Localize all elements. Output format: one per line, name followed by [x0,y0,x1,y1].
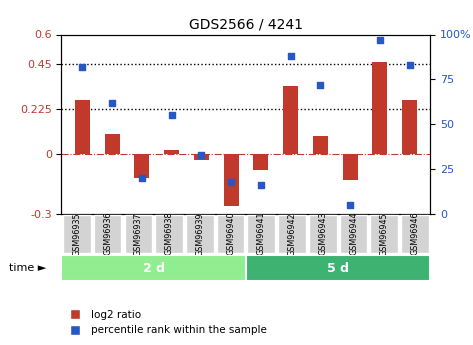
Bar [372,62,387,154]
Text: GSM96938: GSM96938 [165,212,174,256]
Text: GSM96937: GSM96937 [134,212,143,256]
Point [138,175,146,181]
Text: 5 d: 5 d [327,262,349,275]
Text: GSM96945: GSM96945 [380,212,389,256]
Point [376,37,384,43]
Text: GSM96943: GSM96943 [318,212,327,256]
FancyBboxPatch shape [246,255,430,281]
Bar [224,154,238,206]
Point [198,152,205,157]
Point [108,100,116,106]
Point [316,82,324,88]
Title: GDS2566 / 4241: GDS2566 / 4241 [189,18,303,32]
Bar [342,154,358,180]
Point [168,112,175,118]
Bar [402,100,417,154]
FancyBboxPatch shape [217,215,245,253]
Point [79,64,86,70]
Bar [164,150,179,154]
FancyBboxPatch shape [247,215,275,253]
Point [287,53,294,59]
Text: GSM96936: GSM96936 [103,212,112,256]
Point [257,183,264,188]
Text: time ►: time ► [9,264,47,273]
Bar [254,154,268,170]
Bar [134,154,149,178]
FancyBboxPatch shape [63,215,91,253]
FancyBboxPatch shape [278,215,306,253]
FancyBboxPatch shape [309,215,337,253]
Text: GSM96940: GSM96940 [226,212,235,256]
Text: GSM96935: GSM96935 [72,212,81,256]
Legend: log2 ratio, percentile rank within the sample: log2 ratio, percentile rank within the s… [61,306,271,339]
Bar [194,154,209,160]
FancyBboxPatch shape [401,215,429,253]
FancyBboxPatch shape [370,215,398,253]
Text: GSM96941: GSM96941 [257,212,266,256]
Point [228,179,235,184]
Bar [313,136,328,154]
Bar [75,100,90,154]
Bar [283,86,298,154]
Text: GSM96939: GSM96939 [195,212,204,256]
Text: 2 d: 2 d [143,262,165,275]
Text: GSM96944: GSM96944 [349,212,358,256]
FancyBboxPatch shape [61,255,246,281]
Point [346,202,354,208]
Text: GSM96942: GSM96942 [288,212,297,256]
Bar [105,134,120,154]
FancyBboxPatch shape [155,215,183,253]
FancyBboxPatch shape [340,215,368,253]
Text: GSM96946: GSM96946 [411,212,420,256]
FancyBboxPatch shape [186,215,214,253]
Point [406,62,413,68]
FancyBboxPatch shape [124,215,152,253]
FancyBboxPatch shape [94,215,122,253]
